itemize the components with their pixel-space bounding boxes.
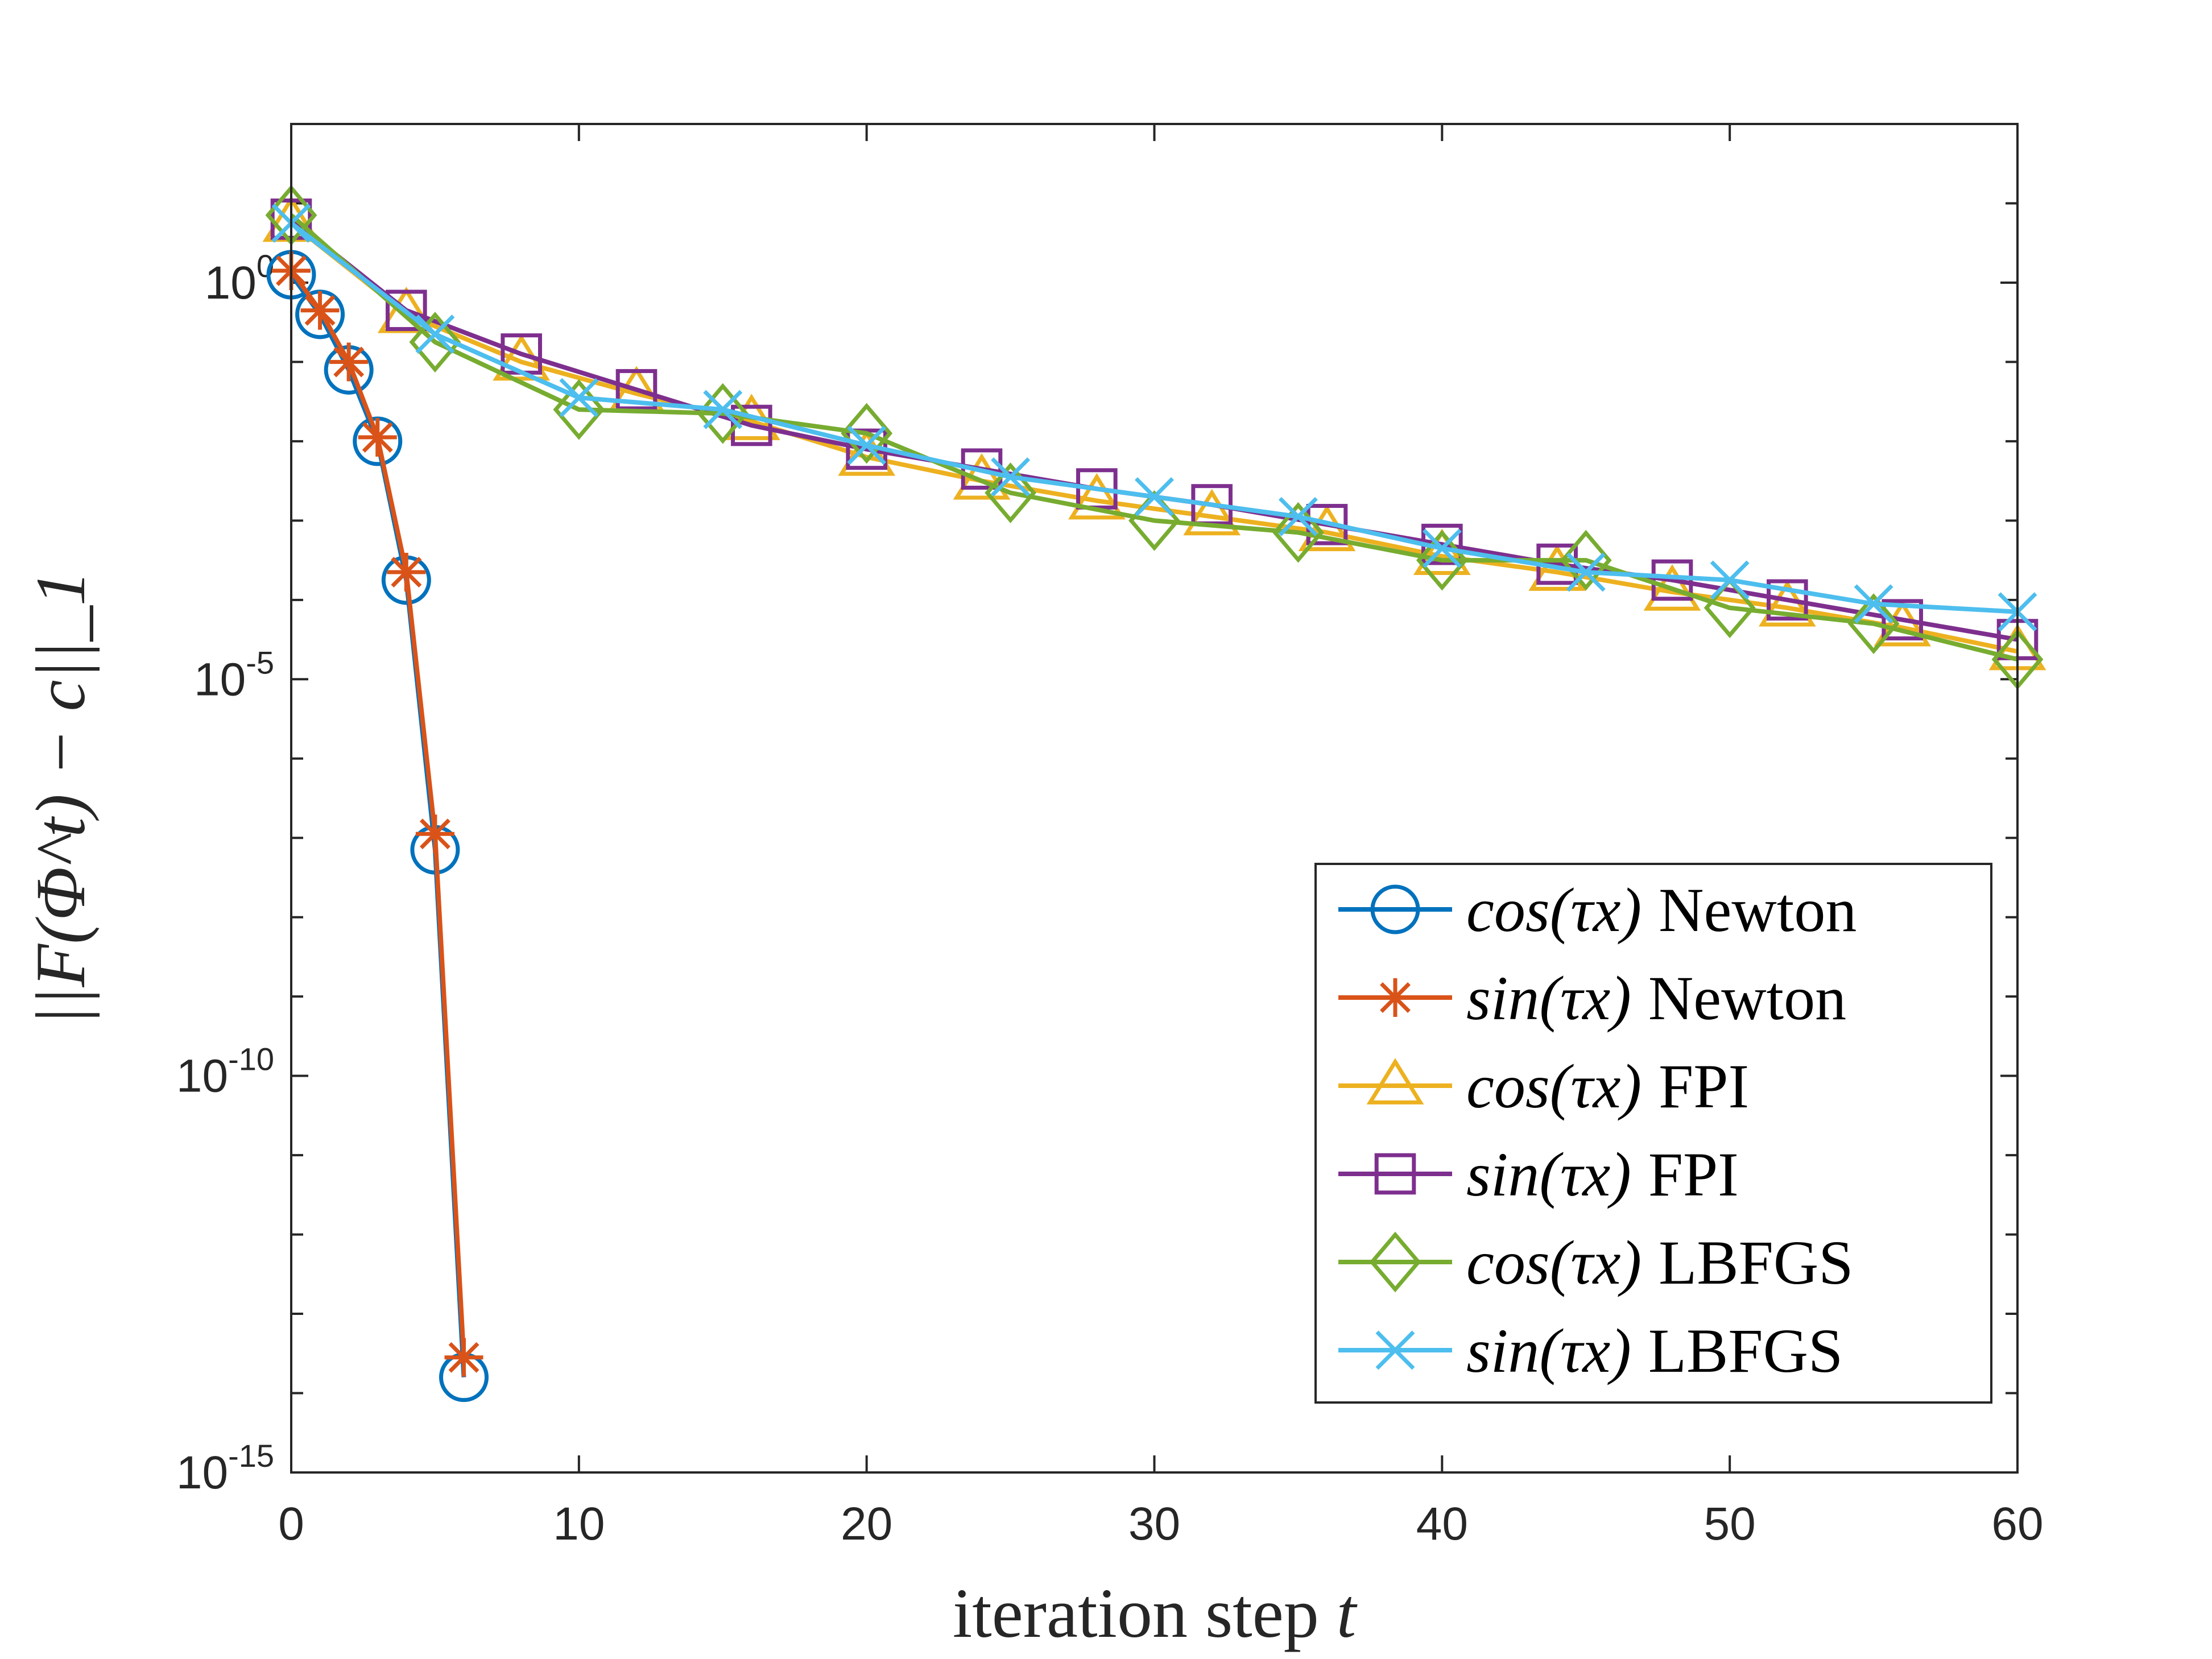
legend-label: sin(τx) FPI bbox=[1466, 1140, 1739, 1209]
legend-label-method: LBFGS bbox=[1648, 1316, 1843, 1385]
legend-label-method: FPI bbox=[1648, 1140, 1739, 1209]
x-marker bbox=[1422, 528, 1462, 568]
square-marker bbox=[731, 404, 772, 446]
x-tick-label: 50 bbox=[1704, 1498, 1756, 1550]
axes-box bbox=[290, 123, 2019, 1474]
legend-label: cos(τx) Newton bbox=[1466, 875, 1857, 945]
x-marker bbox=[1710, 560, 1750, 600]
y-tick-base: 10 bbox=[205, 257, 257, 309]
legend-label: sin(τx) LBFGS bbox=[1466, 1316, 1843, 1385]
legend-entry: cos(τx) FPI bbox=[1338, 1052, 1749, 1121]
triangle-marker bbox=[1068, 473, 1126, 520]
x-tick-label: 0 bbox=[278, 1498, 304, 1550]
circle-marker bbox=[1370, 884, 1420, 934]
legend-entry: sin(τx) FPI bbox=[1338, 1140, 1739, 1209]
x-marker bbox=[1278, 497, 1318, 536]
diamond-marker bbox=[1847, 593, 1900, 655]
legend-label-function: cos(τx) bbox=[1466, 1052, 1642, 1121]
x-tick-label: 30 bbox=[1128, 1498, 1180, 1550]
series-line bbox=[290, 213, 2018, 662]
asterisk-marker bbox=[444, 1338, 483, 1377]
y-tick-label: 10-15 bbox=[176, 1438, 274, 1499]
x-marker bbox=[1566, 552, 1606, 592]
y-tick-exponent: -15 bbox=[228, 1438, 274, 1474]
diamond-marker bbox=[1369, 1231, 1421, 1293]
y-axis-title-text: ||F(Φ^t) − c||_1 bbox=[22, 570, 100, 1026]
legend-label: cos(τx) LBFGS bbox=[1466, 1228, 1853, 1297]
legend-entry: cos(τx) LBFGS bbox=[1338, 1228, 1853, 1297]
legend-entry: cos(τx) Newton bbox=[1338, 875, 1857, 945]
square-marker bbox=[1882, 599, 1923, 640]
square-marker bbox=[615, 369, 658, 411]
x-marker bbox=[415, 315, 455, 354]
y-axis-title: ||F(Φ^t) − c||_1 bbox=[22, 570, 100, 1026]
diamond-marker bbox=[1704, 577, 1756, 639]
x-marker bbox=[559, 378, 599, 417]
diamond-marker bbox=[697, 383, 749, 444]
triangle-marker bbox=[1366, 1058, 1424, 1104]
asterisk-marker bbox=[300, 291, 340, 330]
asterisk-marker bbox=[329, 342, 369, 382]
asterisk-marker bbox=[387, 553, 426, 592]
triangle-marker bbox=[377, 287, 435, 333]
diamond-marker bbox=[1560, 529, 1612, 591]
diamond-marker bbox=[1272, 502, 1324, 563]
diamond-marker bbox=[409, 312, 461, 373]
legend-box bbox=[1314, 863, 1992, 1404]
tick-marks bbox=[290, 123, 2019, 1474]
x-marker bbox=[1854, 584, 1893, 624]
legend-label-method: LBFGS bbox=[1659, 1228, 1853, 1297]
square-marker bbox=[1374, 1153, 1416, 1195]
x-tick-label: 10 bbox=[553, 1498, 605, 1550]
legend-label-function: sin(τx) bbox=[1466, 1316, 1631, 1385]
y-tick-label: 100 bbox=[205, 248, 274, 309]
y-tick-label: 10-10 bbox=[176, 1041, 274, 1102]
triangle-marker bbox=[1643, 564, 1701, 611]
square-marker bbox=[1767, 579, 1808, 621]
legend-label-function: sin(τx) bbox=[1466, 1140, 1631, 1209]
y-tick-exponent: -10 bbox=[228, 1041, 274, 1077]
x-tick-label: 20 bbox=[841, 1498, 892, 1550]
x-axis-title: iteration step t bbox=[953, 1574, 1358, 1652]
asterisk-marker bbox=[1376, 978, 1415, 1017]
legend-label-method: Newton bbox=[1659, 875, 1857, 945]
x-axis-title-var: t bbox=[1337, 1574, 1358, 1652]
y-tick-base: 10 bbox=[176, 1447, 228, 1499]
x-marker bbox=[847, 425, 887, 465]
series-lbfgs-cos bbox=[265, 184, 2044, 690]
asterisk-marker bbox=[358, 417, 397, 457]
x-marker bbox=[703, 390, 743, 429]
legend-label: cos(τx) FPI bbox=[1466, 1052, 1749, 1121]
legend-label-function: sin(τx) bbox=[1466, 963, 1631, 1033]
diamond-marker bbox=[841, 403, 893, 464]
y-tick-label: 10-5 bbox=[194, 644, 274, 705]
y-tick-base: 10 bbox=[176, 1050, 228, 1102]
x-marker bbox=[991, 457, 1031, 497]
x-marker bbox=[1375, 1330, 1415, 1370]
triangle-marker bbox=[1183, 489, 1241, 536]
legend-entry: sin(τx) Newton bbox=[1338, 963, 1846, 1033]
series-line bbox=[290, 221, 2018, 654]
diamond-marker bbox=[985, 462, 1036, 523]
x-tick-label: 40 bbox=[1416, 1498, 1468, 1550]
x-axis-title-text: iteration step bbox=[953, 1574, 1319, 1652]
legend-label-function: cos(τx) bbox=[1466, 875, 1642, 945]
asterisk-marker bbox=[415, 814, 454, 854]
legend-entry: sin(τx) LBFGS bbox=[1338, 1316, 1843, 1385]
legend-label-function: cos(τx) bbox=[1466, 1228, 1642, 1297]
x-tick-label: 60 bbox=[1991, 1498, 2043, 1550]
legend-label-method: FPI bbox=[1659, 1052, 1749, 1121]
legend-label-method: Newton bbox=[1648, 963, 1846, 1033]
x-marker bbox=[1135, 477, 1174, 516]
y-tick-exponent: -5 bbox=[246, 644, 274, 680]
y-tick-base: 10 bbox=[194, 653, 246, 705]
legend-label: sin(τx) Newton bbox=[1466, 963, 1846, 1033]
square-marker bbox=[386, 289, 427, 332]
